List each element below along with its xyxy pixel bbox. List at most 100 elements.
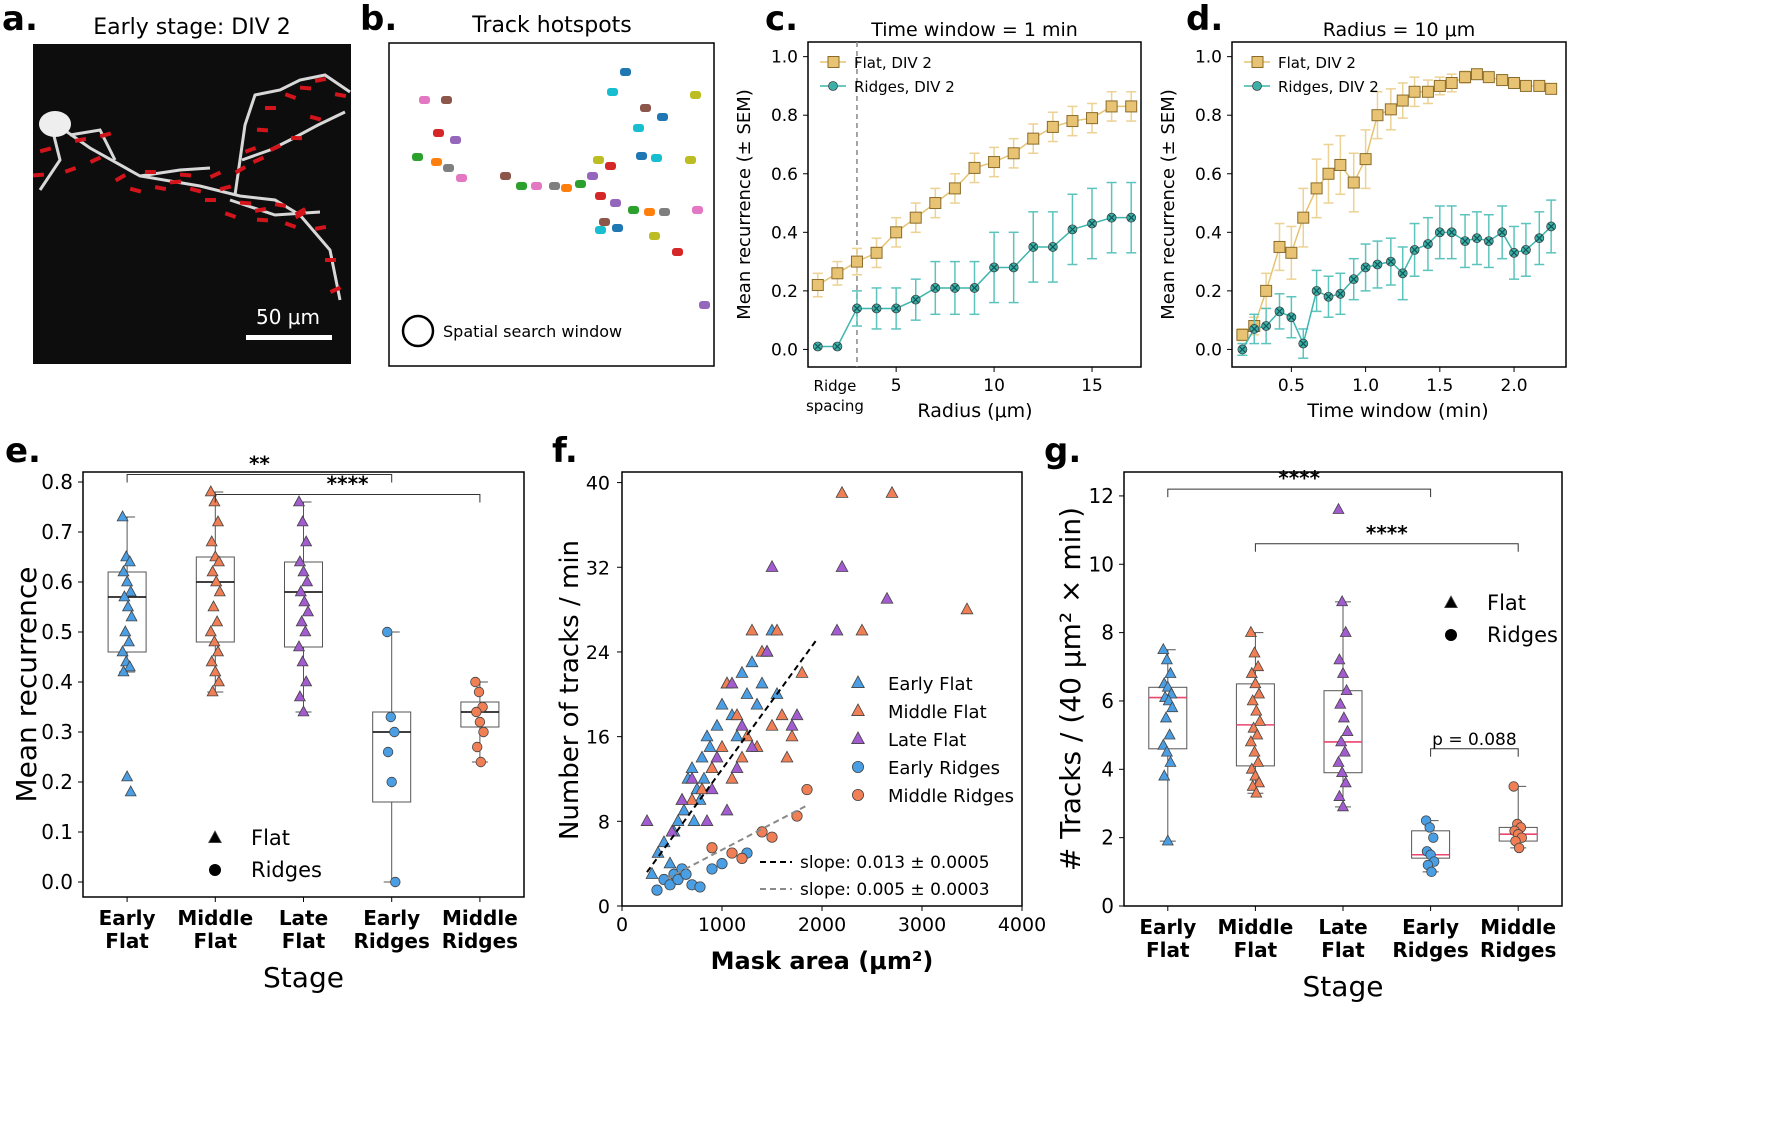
recurrence-event xyxy=(154,185,167,192)
panel-g: g.024681012EarlyFlatMiddleFlatLateFlatEa… xyxy=(1044,431,1563,1003)
y-tick-label: 0.5 xyxy=(41,620,73,644)
data-point xyxy=(716,858,728,870)
recurrence-event xyxy=(114,173,127,183)
data-point-x xyxy=(1127,214,1135,222)
data-point xyxy=(1428,832,1439,843)
data-point xyxy=(736,852,748,864)
panel-a-label: a. xyxy=(2,0,38,39)
y-tick-label: 0.2 xyxy=(41,770,73,794)
data-point xyxy=(204,485,217,497)
y-tick-label: 1.0 xyxy=(771,48,798,68)
data-point-x xyxy=(1387,258,1395,266)
data-point xyxy=(209,665,222,677)
recurrence-event xyxy=(269,143,282,152)
data-point-x xyxy=(990,264,998,271)
legend-marker xyxy=(1252,81,1262,91)
chart-title: Time window = 1 min xyxy=(870,19,1078,41)
significance-label: **** xyxy=(1278,466,1320,490)
x-tick-label: Early xyxy=(363,906,420,930)
x-tick-label: 1.0 xyxy=(1352,376,1379,396)
data-point xyxy=(885,485,899,498)
y-axis-label: # Tracks / (40 μm² × min) xyxy=(1054,507,1087,871)
data-point xyxy=(726,847,738,859)
data-point-x xyxy=(1262,322,1270,330)
hotspot xyxy=(431,158,442,166)
data-point xyxy=(1310,182,1323,195)
data-point xyxy=(929,197,942,210)
hotspot xyxy=(587,172,598,180)
data-point xyxy=(695,750,709,763)
hotspot xyxy=(659,208,670,216)
data-point xyxy=(205,655,218,667)
data-point xyxy=(1336,765,1349,778)
x-tick-label: Flat xyxy=(194,929,238,953)
x-tick-label: Ridges xyxy=(1392,938,1468,962)
data-point xyxy=(121,600,135,612)
hotspot xyxy=(441,96,452,104)
legend-marker-ridges xyxy=(1445,629,1457,641)
data-point xyxy=(672,873,684,886)
data-point xyxy=(211,615,224,627)
data-point xyxy=(785,718,799,731)
data-point xyxy=(298,595,311,607)
significance-bracket xyxy=(1254,543,1519,552)
data-point xyxy=(382,626,393,638)
x-tick-label: 1000 xyxy=(698,914,746,936)
data-point xyxy=(795,665,809,678)
data-point xyxy=(1285,246,1298,259)
data-point xyxy=(705,761,719,774)
data-point xyxy=(117,665,130,677)
data-point-x xyxy=(1287,313,1295,321)
y-axis-label: Mean recurrence (± SEM) xyxy=(734,89,755,320)
y-tick-label: 0.8 xyxy=(1195,106,1222,126)
recurrence-event xyxy=(99,131,112,139)
y-tick-label: 0 xyxy=(598,896,610,918)
data-point xyxy=(1246,694,1259,706)
legend-label-flat: Flat xyxy=(1487,591,1526,615)
data-point xyxy=(1236,328,1249,341)
recurrence-event xyxy=(294,207,307,217)
data-point xyxy=(1332,502,1345,514)
panel-d: d. Radius = 10 μm 0.0 0.2 0.4 0.6 0.8 1.0 0.5 1.0… xyxy=(1158,0,1567,422)
data-point xyxy=(766,831,778,843)
neurite xyxy=(233,73,351,196)
data-point xyxy=(968,161,981,174)
hotspot xyxy=(649,232,660,240)
x-tick-label: Ridges xyxy=(354,929,430,953)
data-point-x xyxy=(1108,214,1116,222)
data-point xyxy=(1336,595,1349,607)
recurrence-event xyxy=(169,179,182,185)
data-point xyxy=(657,835,671,848)
legend-label-ridges: Ridges xyxy=(251,858,322,882)
fit-legend-label: slope: 0.005 ± 0.0003 xyxy=(800,880,990,900)
data-point xyxy=(1339,625,1352,637)
plot-frame xyxy=(807,41,1142,368)
significance-label: p = 0.088 xyxy=(1432,730,1517,750)
data-point xyxy=(1086,112,1099,125)
hotspot xyxy=(595,226,606,234)
y-tick-label: 32 xyxy=(586,557,610,579)
recurrence-event xyxy=(290,135,303,141)
data-point xyxy=(677,803,691,816)
significance-label: **** xyxy=(327,472,369,496)
panel-b-label: b. xyxy=(360,0,397,39)
data-point xyxy=(1252,687,1266,699)
recurrence-event xyxy=(39,146,52,154)
y-tick-label: 1.0 xyxy=(1195,48,1222,68)
recurrence-event xyxy=(284,221,297,229)
panel-label: e. xyxy=(5,431,41,471)
data-point xyxy=(472,741,483,753)
legend-marker-ridges xyxy=(209,864,221,876)
data-point xyxy=(205,535,218,547)
data-point xyxy=(292,640,306,652)
data-point-x xyxy=(1399,269,1407,277)
data-point xyxy=(1159,711,1173,723)
data-point xyxy=(870,246,883,259)
data-point-x xyxy=(1547,223,1555,230)
x-tick-label: Middle xyxy=(177,906,253,930)
data-point xyxy=(1252,755,1265,767)
legend-marker xyxy=(851,731,865,744)
data-point xyxy=(1340,683,1353,696)
y-tick-label: 0.3 xyxy=(41,720,73,744)
x-tick-label: Ridges xyxy=(442,929,518,953)
